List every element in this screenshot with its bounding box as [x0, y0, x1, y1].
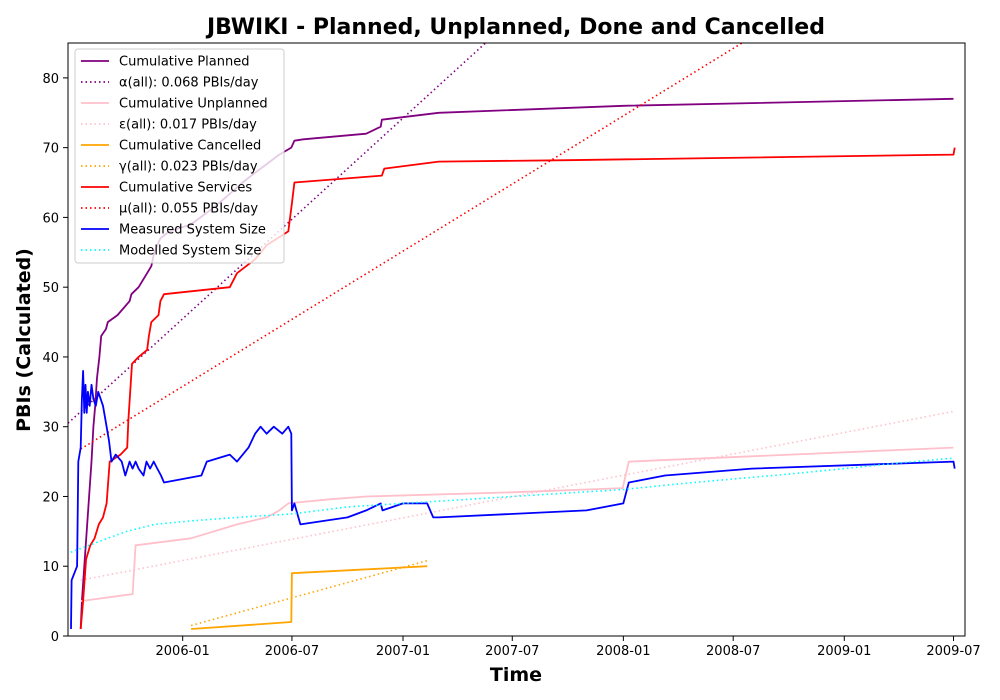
- x-tick-label: 2009-07: [926, 644, 980, 659]
- legend: Cumulative Planned α(all): 0.068 PBIs/day…: [74, 48, 285, 264]
- series-line-9: [70, 457, 954, 554]
- axes-layer: 2006-01 2006-07 2007-01 2007-07 2008-01 2008-…: [42, 72, 980, 659]
- y-tick-label: 20: [42, 490, 59, 505]
- x-tick-label: 2009-01: [817, 644, 871, 659]
- x-tick-label: 2007-07: [485, 644, 539, 659]
- legend-label-1: α(all): 0.068 PBIs/day: [119, 76, 259, 91]
- series-layer: [68, 43, 956, 630]
- legend-label-6: Cumulative Services: [119, 181, 252, 196]
- x-tick-label: 2008-01: [596, 644, 650, 659]
- series-line-2: [80, 446, 954, 602]
- series-line-1: [68, 43, 487, 424]
- y-tick-label: 40: [42, 351, 59, 366]
- x-tick-label: 2006-01: [156, 644, 210, 659]
- chart-title: JBWIKI - Planned, Unplanned, Done and Ca…: [205, 15, 825, 40]
- y-axis-label: PBIs (Calculated): [13, 248, 35, 432]
- legend-box: [74, 48, 285, 264]
- legend-label-4: Cumulative Cancelled: [119, 139, 261, 154]
- plot-frame: [67, 42, 966, 637]
- series-line-5: [190, 559, 428, 627]
- legend-label-8: Measured System Size: [119, 223, 266, 238]
- y-tick-label: 30: [42, 421, 59, 436]
- y-tick-label: 50: [42, 281, 59, 296]
- legend-label-2: Cumulative Unplanned: [119, 97, 268, 112]
- series-line-8: [70, 370, 956, 630]
- series-line-6: [79, 147, 956, 630]
- y-tick-label: 70: [42, 142, 59, 157]
- x-tick-label: 2008-07: [706, 644, 760, 659]
- legend-label-0: Cumulative Planned: [119, 55, 249, 70]
- legend-label-5: γ(all): 0.023 PBIs/day: [119, 160, 258, 175]
- x-tick-label: 2007-01: [376, 644, 430, 659]
- series-line-0: [79, 97, 954, 630]
- y-tick-label: 80: [42, 72, 59, 87]
- x-axis-label: Time: [490, 664, 542, 686]
- y-tick-label: 10: [42, 560, 59, 575]
- y-tick-label: 0: [51, 630, 59, 645]
- y-tick-label: 60: [42, 211, 59, 226]
- x-tick-label: 2006-07: [265, 644, 319, 659]
- legend-label-7: μ(all): 0.055 PBIs/day: [119, 202, 258, 217]
- legend-label-3: ε(all): 0.017 PBIs/day: [119, 118, 257, 133]
- legend-label-9: Modelled System Size: [119, 244, 261, 259]
